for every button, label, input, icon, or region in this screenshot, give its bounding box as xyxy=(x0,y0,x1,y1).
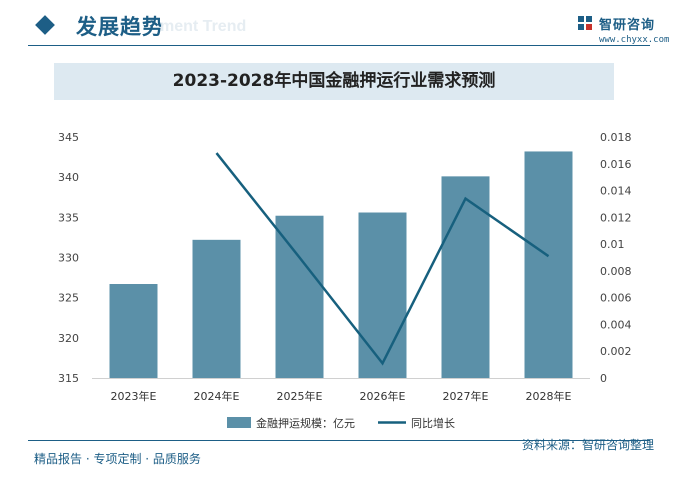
x-axis-tick-label: 2025年E xyxy=(277,389,323,403)
left-axis-tick-label: 315 xyxy=(58,372,79,385)
x-axis-tick-label: 2027年E xyxy=(443,389,489,403)
legend-line-label: 同比增长 xyxy=(411,416,455,430)
right-axis-tick-label: 0.006 xyxy=(600,292,632,305)
header-divider xyxy=(28,45,650,46)
left-axis-tick-label: 340 xyxy=(58,171,79,184)
brand-logo-icon xyxy=(578,16,592,30)
source-note: 资料来源：智研咨询整理 xyxy=(522,438,655,452)
right-axis-tick-label: 0.012 xyxy=(600,211,632,224)
legend-bar-swatch xyxy=(227,417,251,428)
right-axis-tick-label: 0.002 xyxy=(600,345,632,358)
right-axis-tick-label: 0.018 xyxy=(600,131,632,144)
right-axis-tick-label: 0.014 xyxy=(600,185,632,198)
bar-1 xyxy=(109,284,158,378)
bar-5 xyxy=(441,176,490,378)
bar-2 xyxy=(192,239,241,378)
footer-divider xyxy=(28,440,650,441)
section-header: 发展趋势 ment Trend xyxy=(0,0,678,48)
x-axis-tick-label: 2026年E xyxy=(360,389,406,403)
legend-bar-label: 金融押运规模：亿元 xyxy=(256,416,355,430)
right-axis-tick-label: 0.004 xyxy=(600,318,632,331)
left-axis-tick-label: 330 xyxy=(58,252,79,265)
chart-title-banner: 2023-2028年中国金融押运行业需求预测 xyxy=(54,63,614,100)
left-axis-tick-label: 335 xyxy=(58,211,79,224)
brand-logo: 智研咨询 www.chyxx.com xyxy=(577,13,677,45)
right-axis-tick-label: 0.016 xyxy=(600,158,632,171)
section-subtitle-watermark: ment Trend xyxy=(160,18,247,35)
right-axis-tick-label: 0.01 xyxy=(600,238,625,251)
chart-title: 2023-2028年中国金融押运行业需求预测 xyxy=(172,71,496,91)
right-axis-tick-label: 0 xyxy=(600,372,607,385)
left-axis-tick-label: 325 xyxy=(58,292,79,305)
footer-slogan: 精品报告 · 专项定制 · 品质服务 xyxy=(34,452,201,466)
x-axis-tick-label: 2024年E xyxy=(194,389,240,403)
bar-6 xyxy=(524,151,573,378)
left-axis-tick-label: 320 xyxy=(58,332,79,345)
right-axis-tick-label: 0.008 xyxy=(600,265,632,278)
bar-3 xyxy=(275,215,324,378)
brand-logo-name: 智研咨询 xyxy=(599,18,656,33)
bar-4 xyxy=(358,212,407,378)
left-axis-tick-label: 345 xyxy=(58,131,79,144)
x-axis-tick-label: 2028年E xyxy=(526,389,572,403)
brand-logo-url: www.chyxx.com xyxy=(599,35,670,45)
section-title: 发展趋势 xyxy=(76,15,164,39)
x-axis-tick-label: 2023年E xyxy=(111,389,157,403)
